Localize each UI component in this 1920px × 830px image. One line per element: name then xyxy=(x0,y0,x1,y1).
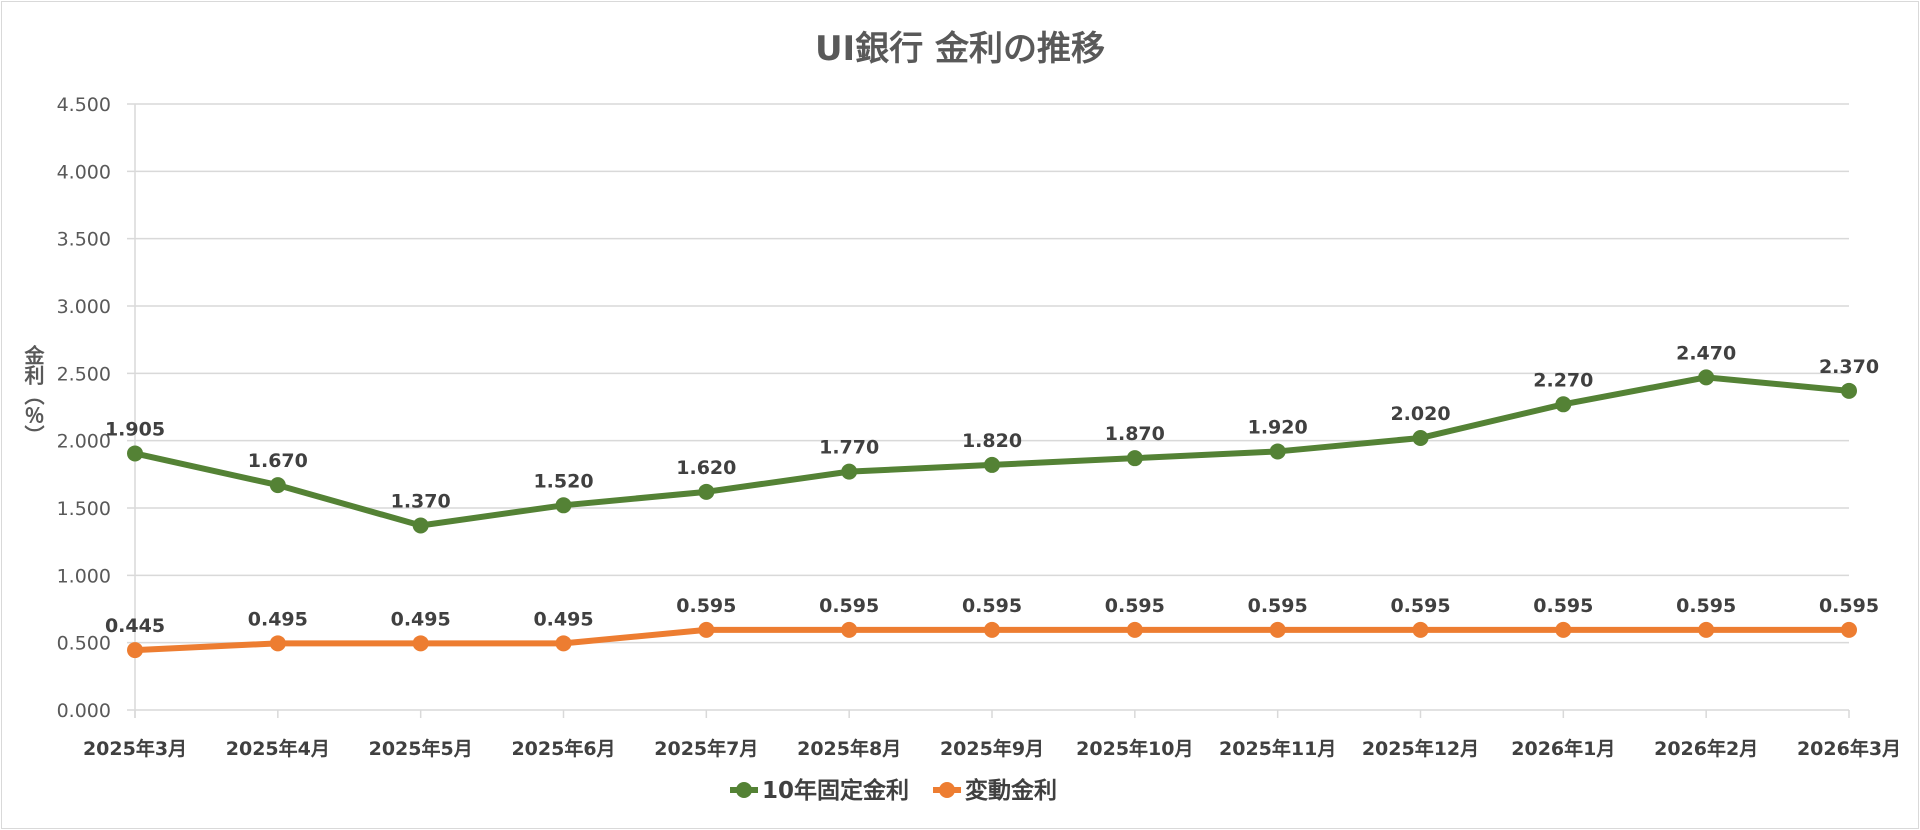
data-point xyxy=(841,621,858,638)
data-point xyxy=(269,477,286,494)
x-tick-label: 2025年7月 xyxy=(654,737,758,760)
data-point xyxy=(984,621,1000,638)
y-tick-label: 4.000 xyxy=(57,161,111,183)
x-tick-label: 2025年11月 xyxy=(1219,737,1336,760)
legend-label: 10年固定金利 xyxy=(762,777,909,804)
data-point xyxy=(1555,621,1572,638)
chart-title: UI銀行 金利の推移 xyxy=(815,29,1105,69)
data-label: 1.905 xyxy=(105,418,165,440)
data-label: 0.595 xyxy=(1676,595,1736,617)
data-point xyxy=(127,445,143,462)
data-label: 2.020 xyxy=(1390,403,1450,425)
x-tick-label: 2026年2月 xyxy=(1654,737,1758,760)
data-label: 0.495 xyxy=(248,608,308,630)
data-label: 1.620 xyxy=(676,457,736,479)
y-tick-label: 0.500 xyxy=(57,633,111,655)
data-label: 1.770 xyxy=(819,437,879,459)
data-point xyxy=(698,483,715,500)
data-point xyxy=(555,635,572,652)
data-point xyxy=(1412,621,1429,638)
y-tick-label: 3.500 xyxy=(57,229,111,251)
y-tick-label: 1.000 xyxy=(57,565,111,587)
y-tick-label: 2.000 xyxy=(57,431,111,453)
data-label: 1.370 xyxy=(391,491,451,513)
legend-marker xyxy=(939,782,956,798)
data-label: 0.595 xyxy=(962,595,1022,617)
data-point xyxy=(127,642,143,659)
x-tick-label: 2026年3月 xyxy=(1797,737,1901,760)
y-tick-label: 1.500 xyxy=(57,498,111,520)
legend-label: 変動金利 xyxy=(965,777,1057,804)
x-tick-label: 2025年12月 xyxy=(1362,737,1479,760)
data-point xyxy=(1841,621,1857,638)
data-point xyxy=(841,463,858,480)
y-tick-label: 3.000 xyxy=(57,296,111,318)
y-tick-label: 4.500 xyxy=(57,94,111,116)
data-label: 0.595 xyxy=(1533,595,1593,617)
data-point xyxy=(1555,396,1572,413)
data-point xyxy=(1126,450,1143,467)
data-point xyxy=(1269,621,1286,638)
data-label: 0.495 xyxy=(533,608,593,630)
x-tick-label: 2025年6月 xyxy=(511,737,615,760)
data-label: 1.520 xyxy=(533,470,593,492)
x-tick-label: 2025年5月 xyxy=(369,737,473,760)
data-label: 0.445 xyxy=(105,615,165,637)
data-label: 0.595 xyxy=(1248,595,1308,617)
data-point xyxy=(1698,369,1715,386)
data-label: 0.595 xyxy=(819,595,879,617)
y-axis-label: 金利（％） xyxy=(21,344,45,445)
data-point xyxy=(1412,429,1429,446)
x-tick-label: 2025年3月 xyxy=(83,737,187,760)
data-point xyxy=(412,517,429,534)
x-tick-label: 2025年10月 xyxy=(1076,737,1193,760)
data-label: 1.920 xyxy=(1248,416,1308,438)
data-label: 1.670 xyxy=(248,450,308,472)
data-point xyxy=(984,456,1000,473)
y-tick-label: 2.500 xyxy=(57,363,111,385)
data-label: 0.595 xyxy=(1819,595,1879,617)
data-point xyxy=(269,635,286,652)
legend-marker xyxy=(736,782,752,798)
data-point xyxy=(1269,443,1286,460)
x-tick-label: 2025年8月 xyxy=(797,737,901,760)
data-point xyxy=(1126,621,1143,638)
data-label: 2.470 xyxy=(1676,342,1736,364)
data-point xyxy=(412,635,429,652)
data-label: 1.820 xyxy=(962,430,1022,452)
data-point xyxy=(698,621,715,638)
y-tick-label: 0.000 xyxy=(57,700,111,722)
data-point xyxy=(1698,621,1715,638)
x-tick-label: 2026年1月 xyxy=(1511,737,1615,760)
data-point xyxy=(555,497,572,514)
data-label: 0.595 xyxy=(1390,595,1450,617)
data-label: 0.595 xyxy=(676,595,736,617)
data-label: 2.270 xyxy=(1533,369,1593,391)
data-label: 0.595 xyxy=(1105,595,1165,617)
data-label: 0.495 xyxy=(391,608,451,630)
x-tick-label: 2025年9月 xyxy=(940,737,1044,760)
x-tick-label: 2025年4月 xyxy=(226,737,330,760)
data-point xyxy=(1841,382,1857,399)
data-label: 2.370 xyxy=(1819,356,1879,378)
data-label: 1.870 xyxy=(1105,423,1165,445)
